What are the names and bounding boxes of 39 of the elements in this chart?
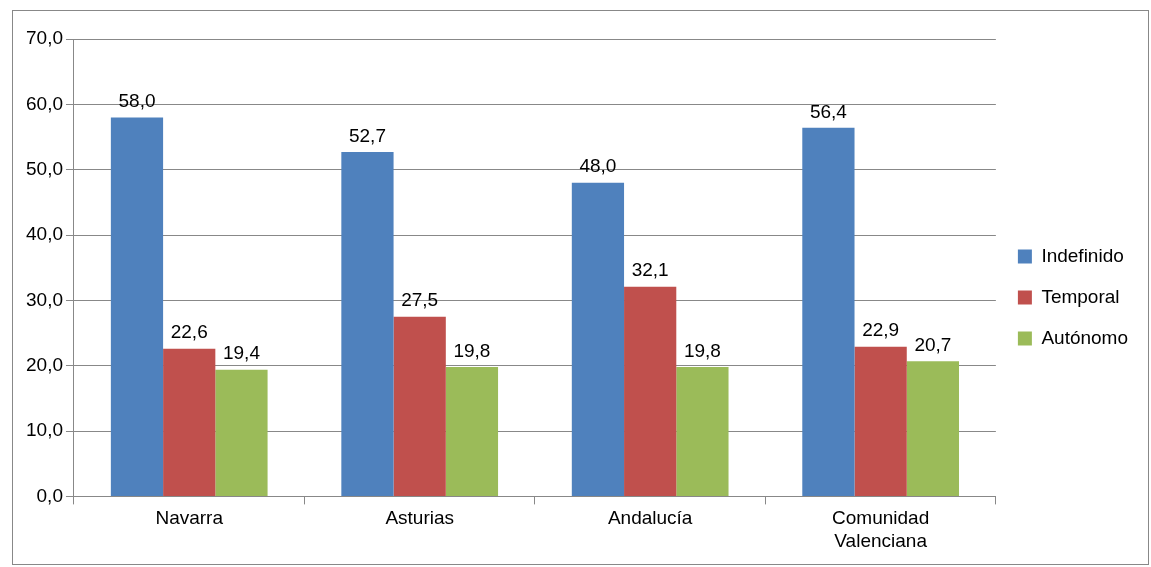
bar [110, 117, 164, 496]
y-tick-label: 70,0 [26, 27, 63, 49]
x-tick-label: Asturias [385, 507, 455, 529]
data-label: 48,0 [579, 155, 617, 177]
y-tick-label: 50,0 [26, 157, 63, 179]
data-label: 32,1 [631, 259, 669, 281]
bar [215, 369, 268, 496]
data-label: 52,7 [348, 124, 386, 146]
data-label: 20,7 [914, 333, 952, 355]
legend-label: Temporal [1041, 285, 1120, 307]
data-label: 19,4 [222, 342, 261, 364]
data-label: 22,9 [862, 319, 900, 341]
x-tick-label: Comunidad Valenciana [832, 507, 930, 551]
bar [854, 346, 907, 496]
data-label: 56,4 [809, 100, 848, 122]
data-label: 27,5 [401, 289, 439, 311]
bar [906, 361, 960, 496]
bar [163, 348, 216, 496]
data-label: 19,8 [453, 339, 491, 361]
y-tick-label: 0,0 [36, 484, 63, 506]
data-label: 22,6 [170, 321, 208, 343]
bar [802, 127, 855, 496]
data-label: 19,8 [683, 339, 721, 361]
y-tick-label: 60,0 [26, 92, 63, 114]
bar [624, 286, 677, 496]
y-tick-label: 20,0 [26, 353, 63, 375]
data-label: 58,0 [118, 90, 156, 112]
y-tick-label: 40,0 [26, 223, 63, 245]
bar [571, 182, 625, 496]
x-tick-label: Andalucía [607, 507, 693, 529]
x-tick-label: Navarra [155, 507, 224, 529]
legend-label: Indefinido [1041, 244, 1124, 266]
bar [341, 152, 394, 496]
y-tick-label: 10,0 [26, 419, 63, 441]
bar [676, 367, 729, 496]
y-tick-label: 30,0 [26, 288, 63, 310]
bar [445, 367, 499, 496]
legend-label: Autónomo [1041, 326, 1129, 348]
bar [393, 316, 446, 496]
